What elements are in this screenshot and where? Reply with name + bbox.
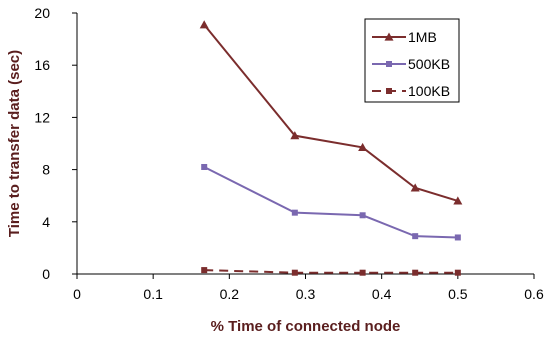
legend-entry: 1MB: [372, 29, 437, 45]
x-tick-label: 0.1: [143, 286, 163, 302]
legend: 1MB 500KB 100KB: [364, 18, 460, 103]
x-tick-label: 0.2: [220, 286, 240, 302]
y-axis-title: Time to transfer data (sec): [6, 50, 23, 237]
y-tick-label: 20: [34, 5, 50, 21]
x-tick-label: 0.6: [524, 286, 544, 302]
series-1mb: [199, 20, 463, 205]
legend-label: 1MB: [408, 29, 437, 45]
legend-label: 100KB: [408, 83, 450, 99]
x-tick-label: 0.4: [372, 286, 392, 302]
legend-entry: 100KB: [372, 83, 450, 99]
series-line: [203, 166, 458, 239]
data-point: [412, 269, 419, 276]
data-point: [453, 196, 463, 205]
series-line: [204, 269, 458, 274]
series-layer: [199, 20, 463, 276]
data-point: [199, 20, 209, 29]
legend-entries: 1MB 500KB 100KB: [372, 29, 450, 99]
data-point: [201, 267, 208, 274]
legend-label: 500KB: [408, 56, 450, 72]
y-tick-label: 16: [34, 57, 50, 73]
series-500kb: [201, 163, 461, 241]
data-point: [291, 269, 298, 276]
legend-swatch-marker: [386, 88, 392, 94]
data-point: [358, 142, 368, 152]
data-point: [410, 183, 420, 192]
legend-swatch-marker: [386, 61, 392, 67]
data-point: [359, 212, 366, 219]
y-ticks: 0 4 8 12 16 20: [34, 5, 77, 282]
x-ticks: 0 0.1 0.2 0.3 0.4 0.5 0.6: [73, 274, 544, 302]
y-tick-label: 12: [34, 109, 50, 125]
x-tick-label: 0.5: [448, 286, 468, 302]
legend-box: [364, 18, 460, 103]
legend-entry: 500KB: [372, 56, 450, 72]
y-tick-label: 0: [42, 266, 50, 282]
data-point: [290, 131, 300, 140]
series-100kb: [201, 267, 461, 276]
data-point: [412, 233, 419, 240]
data-point: [454, 269, 461, 276]
data-point: [201, 163, 208, 170]
data-point: [454, 234, 461, 241]
x-tick-label: 0: [73, 286, 81, 302]
x-axis-title: % Time of connected node: [211, 318, 401, 335]
x-tick-label: 0.3: [296, 286, 316, 302]
y-tick-label: 4: [42, 214, 50, 230]
y-tick-label: 8: [42, 162, 50, 178]
data-point: [359, 269, 366, 276]
legend-swatch-marker: [384, 32, 394, 41]
data-point: [291, 209, 298, 216]
